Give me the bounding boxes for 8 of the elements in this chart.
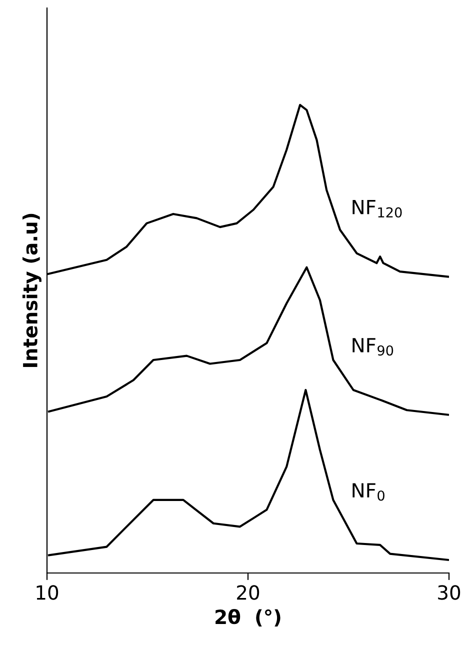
y-axis-title: Intensity (a.u) [22, 214, 42, 367]
x-tick-label: 10 [36, 585, 58, 600]
series-label: NF$_{0}$ [352, 483, 384, 501]
series-label: NF$_{120}$ [352, 200, 402, 218]
x-tick-label: 30 [438, 585, 460, 600]
x-axis-title: 2θ (°) [216, 609, 280, 627]
series-label: NF$_{90}$ [352, 338, 394, 356]
x-tick-label: 20 [237, 585, 260, 600]
